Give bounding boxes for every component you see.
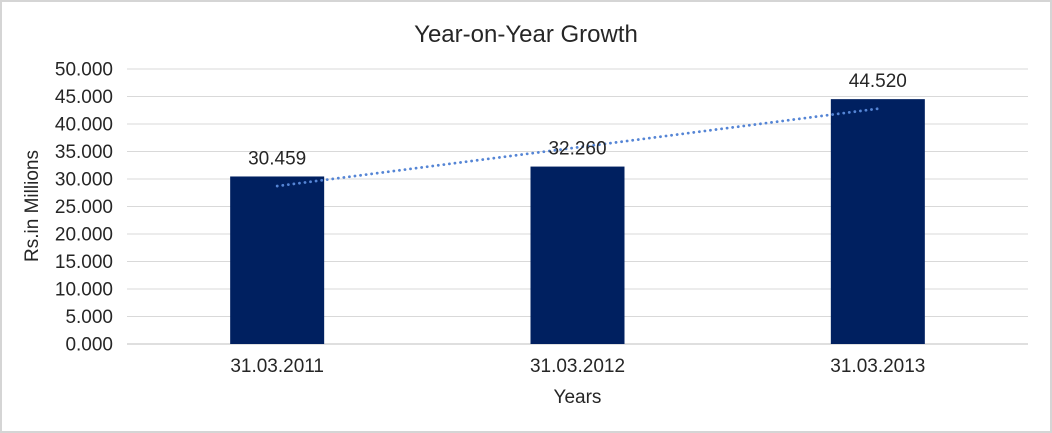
y-tick-label: 25.000 [55,197,113,218]
y-tick-label: 30.000 [55,169,113,190]
y-tick-label: 45.000 [55,87,113,108]
y-tick-label: 5.000 [65,307,113,328]
y-tick-label: 0.000 [65,334,113,355]
bar-data-label: 32.260 [548,139,606,160]
x-category-label: 31.03.2011 [230,356,324,377]
y-tick-label: 10.000 [55,279,113,300]
bar [530,166,625,344]
y-tick-label: 40.000 [55,114,113,135]
x-category-label: 31.03.2012 [530,356,625,377]
y-tick-label: 50.000 [55,59,113,80]
chart-title: Year-on-Year Growth [414,21,638,48]
y-tick-label: 35.000 [55,142,113,163]
x-axis-title: Years [553,387,602,408]
bar [230,176,325,344]
bar [830,99,925,344]
y-tick-label: 20.000 [55,224,113,245]
y-tick-label: 15.000 [55,252,113,273]
bar-data-label: 30.459 [248,148,306,169]
trendline [275,107,880,188]
bar-data-label: 44.520 [849,71,907,92]
x-category-label: 31.03.2013 [830,356,925,377]
